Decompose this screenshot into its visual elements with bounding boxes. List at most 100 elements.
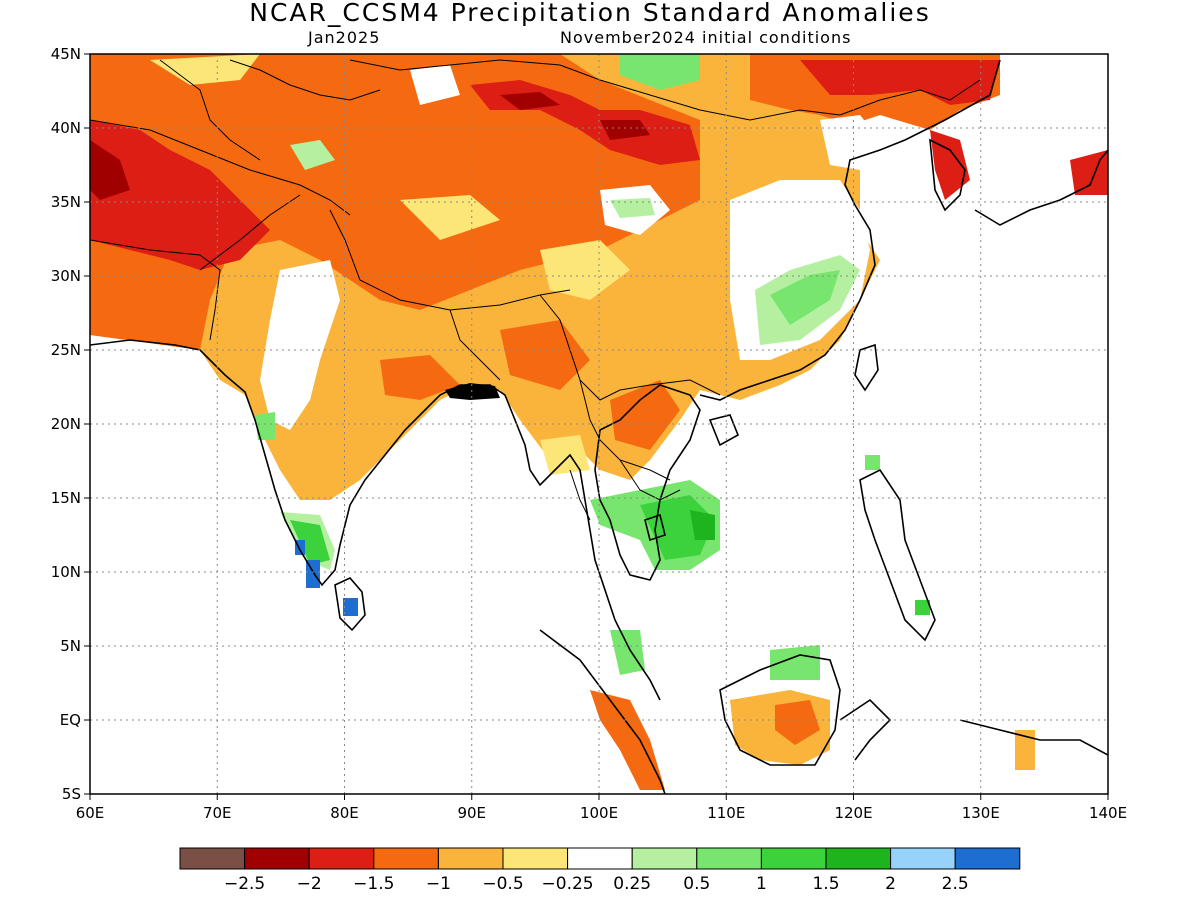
- colorbar-swatch: [890, 847, 956, 870]
- neutral-region: [820, 115, 880, 170]
- colorbar-label: −1: [426, 874, 451, 894]
- anomaly-region: [380, 355, 460, 400]
- colorbar: −2.5 −2 −1.5 −1 −0.5 −0.25 0.25 0.5 1 1.5 2 2.5: [179, 847, 1021, 894]
- border: [619, 459, 681, 501]
- border: [199, 194, 301, 271]
- coastline: [854, 343, 879, 392]
- colorbar-swatch: [825, 847, 892, 870]
- anomaly-region: [915, 600, 930, 615]
- lon-label: 90E: [457, 804, 486, 822]
- colorbar-label: 2: [885, 874, 896, 894]
- lat-label: 35N: [51, 193, 81, 211]
- colorbar-swatch: [502, 847, 569, 870]
- anomaly-region: [290, 520, 330, 565]
- coastline: [90, 339, 661, 701]
- coastline: [708, 414, 740, 447]
- anomaly-region: [590, 690, 665, 790]
- colorbar-label: 1.5: [812, 874, 839, 894]
- colorbar-swatch: [308, 847, 375, 870]
- lat-label: 15N: [51, 489, 81, 507]
- neutral-region: [260, 260, 340, 430]
- lon-label: 100E: [580, 804, 618, 822]
- anomaly-region: [1070, 150, 1108, 195]
- country-borders: [90, 59, 981, 521]
- colorbar-swatch: [437, 847, 504, 870]
- anomaly-region: [930, 130, 970, 200]
- lon-label: 60E: [76, 804, 105, 822]
- coastline: [699, 59, 1001, 401]
- anomaly-region: [620, 54, 700, 90]
- coastline: [974, 149, 1108, 226]
- lat-label: 45N: [51, 45, 81, 63]
- colorbar-label: 0.25: [613, 874, 651, 894]
- lat-label: 5S: [62, 785, 81, 803]
- anomaly-region: [343, 598, 358, 616]
- lon-label: 130E: [962, 804, 1000, 822]
- border: [579, 379, 671, 481]
- coastline: [929, 138, 966, 212]
- lat-label: 25N: [51, 341, 81, 359]
- coastline: [644, 513, 666, 542]
- anomaly-region: [865, 455, 880, 470]
- coastline: [959, 719, 1108, 756]
- lat-label: 5N: [60, 637, 81, 655]
- border: [229, 59, 381, 101]
- map-title: NCAR_CCSM4 Precipitation Standard Anomal…: [249, 0, 931, 27]
- longitude-labels: 60E 70E 80E 90E 100E 110E 120E 130E 140E: [76, 794, 1127, 822]
- anomaly-region: [540, 240, 630, 300]
- anomaly-region: [255, 412, 275, 440]
- anomaly-region: [770, 270, 840, 325]
- anomaly-region: [800, 60, 1000, 105]
- lon-label: 80E: [330, 804, 359, 822]
- coastline: [839, 698, 892, 761]
- lat-label: 10N: [51, 563, 81, 581]
- initial-conditions: November2024 initial conditions: [560, 28, 852, 47]
- lat-label: 20N: [51, 415, 81, 433]
- lat-label: EQ: [60, 711, 81, 729]
- coastline: [719, 654, 841, 766]
- lat-label: 30N: [51, 267, 81, 285]
- lon-label: 120E: [834, 804, 872, 822]
- anomaly-region: [610, 380, 680, 450]
- colorbar-label: 1: [756, 874, 767, 894]
- latitude-labels: 45N 40N 35N 30N 25N 20N 15N 10N 5N EQ 5S: [51, 45, 90, 803]
- border: [349, 59, 841, 121]
- anomaly-region: [90, 120, 270, 270]
- colorbar-label: −2: [297, 874, 322, 894]
- colorbar-label: 0.5: [683, 874, 710, 894]
- colorbar-swatch: [373, 847, 439, 870]
- colorbar-swatch: [244, 847, 310, 870]
- colorbar-swatch: [631, 847, 698, 870]
- border: [90, 119, 351, 216]
- border: [839, 79, 981, 116]
- anomaly-region: [1015, 730, 1035, 770]
- anomaly-region: [290, 140, 335, 170]
- lat-label: 40N: [51, 119, 81, 137]
- anomaly-region: [500, 320, 590, 390]
- border: [539, 294, 721, 401]
- anomaly-region: [690, 510, 715, 540]
- border: [159, 59, 261, 161]
- lon-label: 140E: [1089, 804, 1127, 822]
- colorbar-label: −2.5: [224, 874, 265, 894]
- lon-label: 70E: [203, 804, 232, 822]
- anomaly-region: [610, 198, 655, 218]
- anomaly-region: [400, 195, 500, 240]
- colorbar-label: 2.5: [942, 874, 969, 894]
- anomaly-region: [775, 700, 820, 745]
- colorbar-swatch: [696, 847, 762, 870]
- gridlines: [90, 54, 1108, 794]
- colorbar-label: −0.5: [482, 874, 523, 894]
- coastline-cluster: [445, 383, 500, 400]
- colorbar-label: −1.5: [353, 874, 394, 894]
- colorbar-swatch: [760, 847, 827, 870]
- forecast-month: Jan2025: [308, 28, 381, 47]
- anomaly-region: [500, 92, 560, 110]
- colorbar-swatch: [179, 847, 246, 870]
- anomaly-region: [770, 645, 820, 680]
- colorbar-swatch: [954, 847, 1021, 870]
- border: [569, 469, 591, 521]
- coastline: [859, 468, 936, 642]
- anomaly-region: [150, 54, 260, 85]
